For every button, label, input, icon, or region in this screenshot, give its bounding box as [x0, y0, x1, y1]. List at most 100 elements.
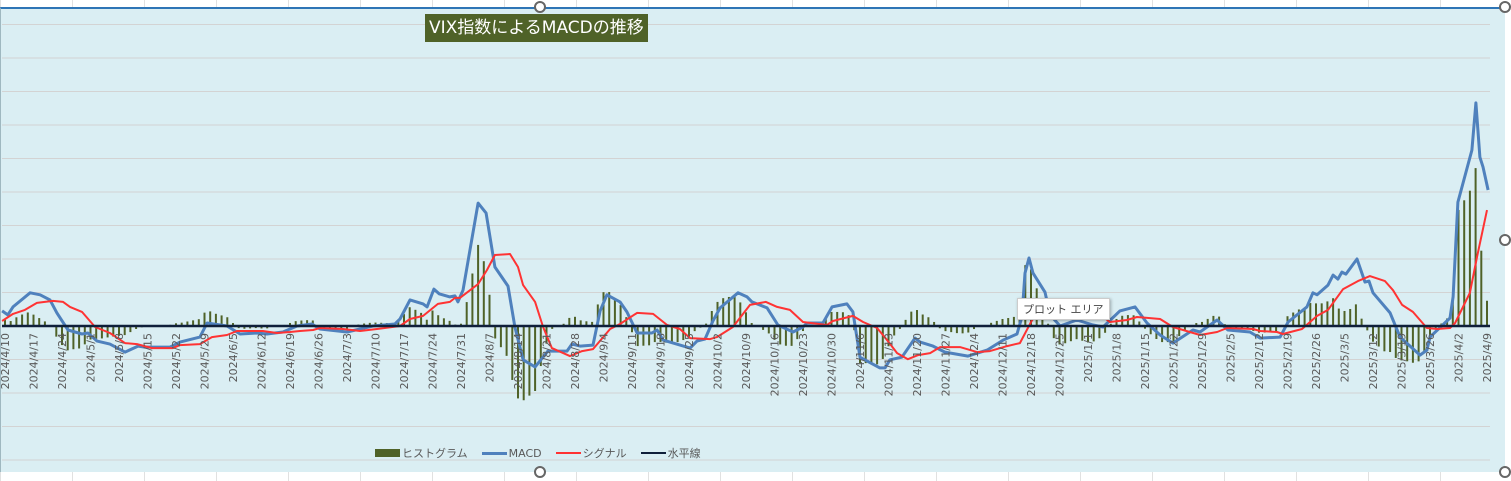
histogram-bar [648, 326, 651, 346]
histogram-bar [232, 323, 234, 326]
histogram-bar [1064, 326, 1067, 344]
histogram-bar [642, 326, 645, 346]
histogram-bar [636, 326, 639, 347]
legend[interactable]: ヒストグラム MACD シグナル 水平線 [375, 445, 715, 461]
histogram-bar [767, 326, 770, 334]
histogram-bar [1240, 326, 1243, 329]
histogram-bar [511, 326, 514, 380]
histogram-bar [294, 321, 297, 326]
histogram-bar [346, 326, 348, 329]
histogram-bar [790, 326, 793, 346]
x-tick-label: 2024/5/29 [199, 333, 212, 389]
histogram-bar [55, 326, 58, 337]
histogram-bar [1058, 326, 1061, 345]
histogram-bar [710, 310, 713, 326]
histogram-bar [1087, 326, 1089, 343]
x-tick-label: 2025/2/12 [1253, 333, 1266, 389]
histogram-bar [539, 326, 542, 367]
x-tick-label: 2024/12/18 [1025, 333, 1038, 396]
histogram-bar [89, 326, 92, 340]
histogram-bar [220, 315, 223, 326]
histogram-bar [1303, 307, 1306, 326]
histogram-bar [1269, 326, 1272, 332]
legend-zero[interactable]: 水平線 [640, 445, 701, 461]
histogram-bar [927, 317, 930, 326]
signal-swatch-icon [555, 452, 581, 454]
x-tick-label: 2025/1/1 [1082, 333, 1095, 382]
histogram-bar [32, 314, 35, 326]
histogram-bar [898, 326, 901, 329]
x-tick-label: 2024/9/18 [655, 333, 668, 389]
histogram-bar [784, 326, 787, 346]
histogram-bar [243, 326, 246, 329]
histogram-bar [1423, 326, 1426, 353]
histogram-bar [619, 305, 622, 326]
histogram-bar [779, 326, 782, 345]
chart-area[interactable] [0, 7, 1505, 472]
x-tick-label: 2024/6/26 [313, 333, 326, 389]
x-tick-label: 2024/5/8 [113, 333, 126, 382]
histogram-bar [123, 326, 126, 336]
histogram-bar [38, 318, 41, 326]
histogram-bar [847, 315, 850, 326]
histogram-bar [43, 321, 46, 326]
histogram-bar [1434, 326, 1437, 329]
x-tick-label: 2024/11/6 [854, 333, 867, 389]
histogram-bar [129, 326, 132, 333]
resize-handle-top-right[interactable] [1499, 1, 1511, 13]
x-tick-label: 2025/1/22 [1168, 333, 1181, 389]
chart-title[interactable]: VIX指数によるMACDの推移 [425, 14, 648, 42]
x-tick-label: 2024/11/27 [940, 333, 953, 396]
x-tick-label: 2025/2/5 [1225, 333, 1238, 382]
histogram-bar [1451, 299, 1454, 326]
legend-signal[interactable]: シグナル [555, 445, 627, 461]
histogram-bar [499, 326, 502, 348]
histogram-bar [1081, 326, 1084, 341]
resize-handle-top[interactable] [534, 1, 546, 13]
histogram-bar [431, 310, 434, 326]
x-tick-label: 2024/8/21 [541, 333, 554, 389]
x-tick-label: 2024/10/23 [797, 333, 810, 396]
resize-handle-right[interactable] [1499, 234, 1511, 246]
legend-histogram[interactable]: ヒストグラム [375, 445, 468, 461]
legend-label: 水平線 [667, 447, 701, 460]
x-tick-label: 2024/7/3 [341, 333, 354, 382]
histogram-bar [26, 312, 29, 326]
histogram-bar [1178, 326, 1181, 337]
histogram-bar [910, 311, 913, 326]
histogram-bar [1463, 200, 1466, 326]
histogram-bar [1183, 326, 1186, 331]
resize-handle-bottom-right[interactable] [1499, 466, 1511, 478]
histogram-bar [591, 321, 594, 326]
x-tick-label: 2024/6/19 [284, 333, 297, 389]
histogram-bar [1394, 326, 1397, 358]
legend-macd[interactable]: MACD [481, 447, 542, 460]
histogram-bar [921, 314, 924, 326]
x-tick-label: 2024/9/11 [626, 333, 639, 389]
histogram-bar [226, 317, 229, 326]
histogram-bar [300, 320, 303, 326]
histogram-bar [1092, 326, 1095, 342]
histogram-bar [961, 326, 964, 334]
x-tick-label: 2024/10/2 [712, 333, 725, 389]
histogram-bar [528, 326, 531, 396]
histogram-bar [1098, 326, 1101, 339]
x-tick-label: 2025/1/8 [1111, 333, 1124, 382]
histogram-bar [1417, 326, 1420, 362]
histogram-bar [517, 326, 519, 399]
histogram-bar [1201, 321, 1203, 326]
histogram-bar [727, 296, 730, 326]
histogram-bar [824, 319, 827, 326]
resize-handle-bottom[interactable] [534, 466, 546, 478]
x-tick-label: 2024/7/31 [455, 333, 468, 389]
histogram-bar [1429, 326, 1431, 335]
x-tick-label: 2025/1/29 [1196, 333, 1209, 389]
histogram-bar [1132, 315, 1135, 326]
histogram-bar [693, 326, 696, 332]
histogram-bar [933, 321, 936, 326]
histogram-bar [733, 296, 736, 326]
legend-label: ヒストグラム [402, 447, 468, 460]
histogram-bar [209, 311, 212, 326]
signal-line [1, 209, 1488, 361]
